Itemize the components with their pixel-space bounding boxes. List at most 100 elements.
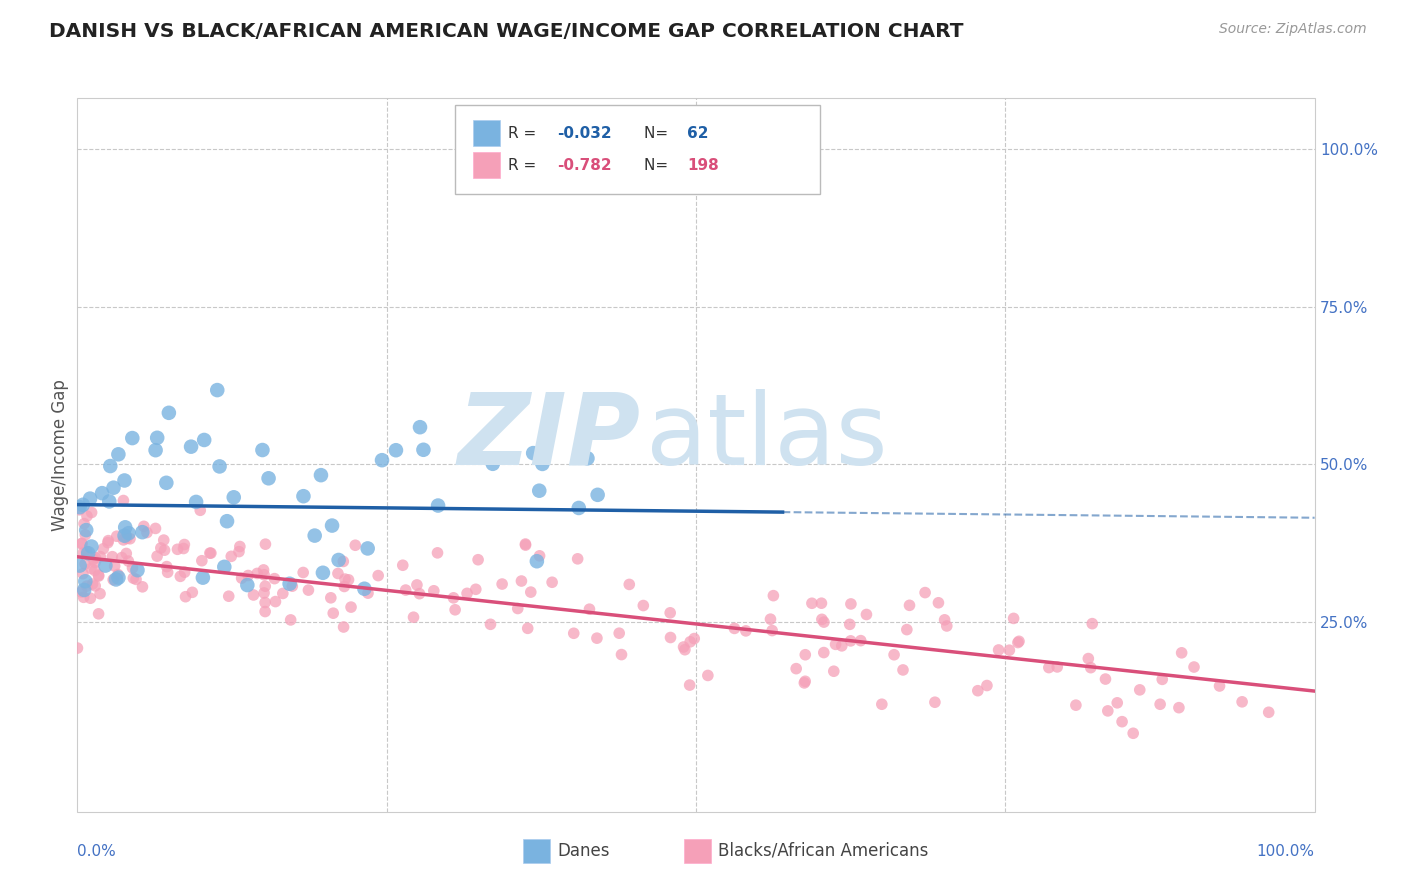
- Point: [89, 549, 111, 564]
- Point: [568, 500, 591, 515]
- Point: [516, 621, 538, 635]
- Point: [1080, 660, 1102, 674]
- Point: [529, 549, 551, 563]
- Point: [823, 665, 845, 679]
- Point: [93, 541, 115, 556]
- Point: [145, 443, 167, 458]
- Point: [281, 579, 304, 593]
- Point: [146, 431, 169, 445]
- Point: [156, 566, 179, 580]
- Point: [188, 503, 211, 517]
- Point: [1077, 651, 1099, 665]
- Point: [332, 554, 354, 568]
- Point: [927, 596, 949, 610]
- FancyBboxPatch shape: [454, 105, 820, 194]
- Point: [181, 585, 204, 599]
- Point: [723, 621, 745, 635]
- Point: [785, 662, 807, 676]
- Point: [321, 518, 343, 533]
- Point: [292, 489, 315, 503]
- Point: [426, 546, 449, 560]
- Point: [184, 495, 207, 509]
- Point: [155, 475, 177, 490]
- Point: [70, 536, 93, 550]
- Point: [254, 605, 277, 619]
- Point: [443, 591, 465, 605]
- Point: [1002, 611, 1025, 625]
- Point: [121, 561, 143, 575]
- Point: [855, 607, 877, 622]
- Point: [934, 613, 956, 627]
- Point: [1107, 696, 1129, 710]
- Point: [236, 578, 259, 592]
- Point: [838, 617, 860, 632]
- Point: [810, 596, 832, 610]
- Point: [117, 554, 139, 568]
- Point: [409, 420, 432, 434]
- Point: [987, 643, 1010, 657]
- Point: [80, 561, 103, 575]
- Point: [794, 648, 817, 662]
- Text: DANISH VS BLACK/AFRICAN AMERICAN WAGE/INCOME GAP CORRELATION CHART: DANISH VS BLACK/AFRICAN AMERICAN WAGE/IN…: [49, 22, 963, 41]
- Point: [252, 563, 274, 577]
- Point: [98, 494, 121, 508]
- Text: N=: N=: [644, 158, 673, 173]
- Point: [578, 602, 600, 616]
- Point: [322, 606, 344, 620]
- Point: [966, 683, 988, 698]
- Point: [153, 543, 176, 558]
- Point: [326, 566, 349, 581]
- Point: [883, 648, 905, 662]
- Point: [114, 529, 136, 543]
- Point: [696, 668, 718, 682]
- Point: [914, 585, 936, 599]
- Text: Source: ZipAtlas.com: Source: ZipAtlas.com: [1219, 22, 1367, 37]
- Point: [679, 678, 702, 692]
- Point: [107, 571, 129, 585]
- Point: [69, 558, 91, 573]
- Point: [935, 619, 957, 633]
- Point: [319, 591, 342, 605]
- Point: [679, 635, 702, 649]
- Point: [1046, 660, 1069, 674]
- Text: R =: R =: [508, 158, 541, 173]
- Point: [145, 521, 167, 535]
- Point: [761, 624, 783, 638]
- Point: [105, 573, 128, 587]
- Point: [72, 566, 94, 581]
- Point: [1208, 679, 1230, 693]
- Point: [1230, 695, 1253, 709]
- Point: [198, 546, 221, 560]
- Point: [169, 569, 191, 583]
- Point: [115, 532, 138, 546]
- Point: [218, 589, 240, 603]
- Point: [246, 566, 269, 581]
- FancyBboxPatch shape: [523, 838, 550, 863]
- Point: [759, 612, 782, 626]
- Point: [149, 541, 172, 555]
- Point: [337, 573, 360, 587]
- Text: 62: 62: [688, 126, 709, 141]
- Point: [633, 599, 655, 613]
- Point: [254, 537, 277, 551]
- Point: [312, 566, 335, 580]
- Point: [1064, 698, 1087, 713]
- Point: [1007, 635, 1029, 649]
- Point: [173, 565, 195, 579]
- FancyBboxPatch shape: [683, 838, 711, 863]
- Point: [208, 459, 231, 474]
- FancyBboxPatch shape: [474, 153, 501, 178]
- Point: [107, 567, 129, 582]
- Point: [207, 383, 229, 397]
- Point: [114, 474, 136, 488]
- Point: [115, 546, 138, 560]
- Point: [112, 493, 135, 508]
- Point: [174, 590, 197, 604]
- Point: [84, 579, 107, 593]
- Point: [304, 528, 326, 542]
- Point: [344, 538, 367, 552]
- Point: [1097, 704, 1119, 718]
- Point: [173, 541, 195, 556]
- Point: [121, 431, 143, 445]
- Point: [515, 537, 537, 551]
